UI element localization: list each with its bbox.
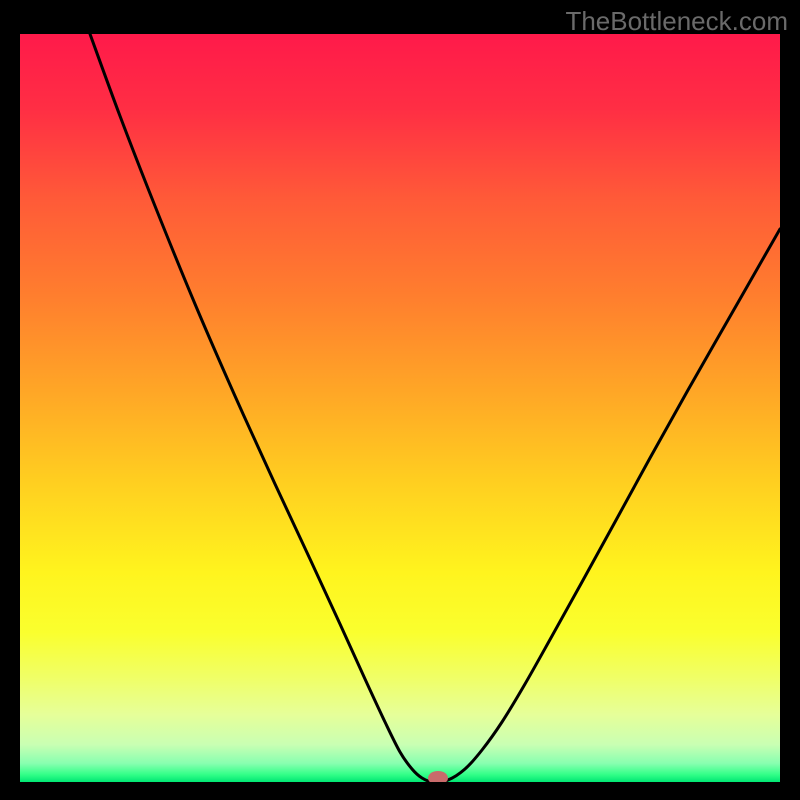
watermark-text: TheBottleneck.com xyxy=(565,6,788,37)
bottleneck-curve xyxy=(90,34,780,782)
figure-container: TheBottleneck.com xyxy=(0,0,800,800)
curve-layer xyxy=(20,34,780,782)
plot-area xyxy=(20,34,780,782)
minimum-marker xyxy=(428,771,448,782)
